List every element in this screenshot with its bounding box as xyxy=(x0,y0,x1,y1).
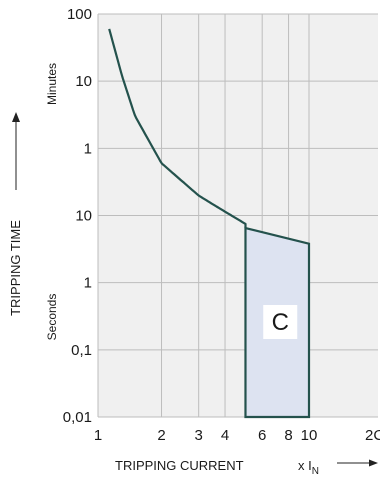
x-tick-labels: 1 2 3 4 6 8 10 2C xyxy=(94,427,380,444)
zone-c-label-box xyxy=(263,305,298,339)
y-unit-seconds: Seconds xyxy=(45,294,59,341)
x-tick-label-cut: 2C xyxy=(365,427,380,444)
x-tick-label: 6 xyxy=(258,427,266,444)
y-tick-label: 10 xyxy=(75,73,92,90)
x-tick-label: 8 xyxy=(284,427,292,444)
x-axis-arrow xyxy=(337,459,378,467)
x-axis-unit: x IN xyxy=(298,458,319,477)
y-tick-labels: 100 10 1 10 1 0,1 0,01 xyxy=(63,6,92,426)
y-axis-arrow xyxy=(12,112,20,190)
x-tick-label: 10 xyxy=(301,427,318,444)
zone-c-region xyxy=(244,226,311,419)
thermal-trip-curve xyxy=(108,28,247,229)
thermal-curve-line xyxy=(108,28,247,229)
zone-c-label: C xyxy=(272,309,289,336)
x-tick-label: 3 xyxy=(195,427,203,444)
y-tick-label: 0,1 xyxy=(71,342,92,359)
x-tick-label: 4 xyxy=(221,427,229,444)
y-axis-title: TRIPPING TIME xyxy=(8,220,23,316)
y-tick-label: 1 xyxy=(84,140,92,157)
y-tick-label: 10 xyxy=(75,208,92,225)
x-axis-title: TRIPPING CURRENT xyxy=(115,458,244,473)
x-tick-label: 2 xyxy=(157,427,165,444)
grid-lines xyxy=(97,13,378,418)
y-tick-label: 100 xyxy=(67,6,92,23)
y-tick-label: 1 xyxy=(84,275,92,292)
x-tick-label: 1 xyxy=(94,427,102,444)
y-tick-label: 0,01 xyxy=(63,409,92,426)
y-unit-minutes: Minutes xyxy=(45,63,59,105)
